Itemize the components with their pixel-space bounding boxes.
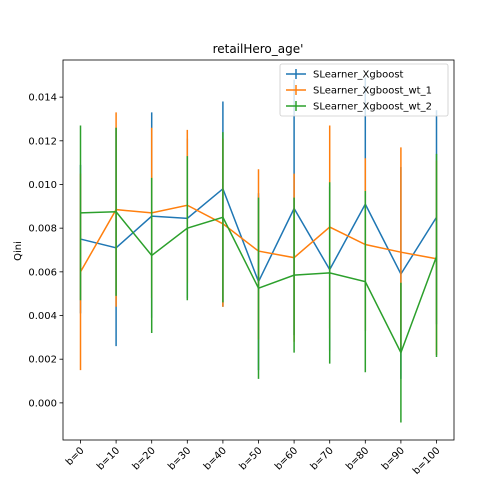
y-tick-label: 0.000 xyxy=(28,398,57,409)
y-tick-label: 0.014 xyxy=(28,93,57,104)
x-tick-label: b=100 xyxy=(411,445,443,477)
y-tick-label: 0.010 xyxy=(28,180,57,191)
axes: 0.000 0.002 0.004 0.006 0.008 0.010 0.012 0.014… xyxy=(28,60,454,477)
y-tick-label: 0.012 xyxy=(28,136,57,147)
x-tick-label: b=0 xyxy=(64,445,87,468)
x-tick-label: b=20 xyxy=(131,445,158,472)
x-tick-label: b=60 xyxy=(273,445,300,472)
y-tick-label: 0.004 xyxy=(28,311,57,322)
legend-label: SLearner_Xgboost_wt_2 xyxy=(313,102,432,113)
chart-title: retailHero_age' xyxy=(213,42,304,56)
x-tick-label: b=50 xyxy=(237,445,264,472)
y-tick-label: 0.008 xyxy=(28,224,57,235)
legend: SLearner_Xgboost SLearner_Xgboost_wt_1 SLe… xyxy=(280,64,448,116)
legend-label: SLearner_Xgboost_wt_1 xyxy=(313,86,432,97)
x-tick-label: b=30 xyxy=(166,445,193,472)
x-tick-label: b=40 xyxy=(202,445,229,472)
x-tick-label: b=70 xyxy=(309,445,336,472)
x-tick-label: b=80 xyxy=(344,445,371,472)
x-tick-label: b=90 xyxy=(380,445,407,472)
y-tick-label: 0.002 xyxy=(28,355,57,366)
legend-label: SLearner_Xgboost xyxy=(313,70,404,81)
plot-area xyxy=(80,77,436,422)
y-axis-label: Qini xyxy=(13,241,24,261)
x-tick-label: b=10 xyxy=(95,445,122,472)
y-tick-label: 0.006 xyxy=(28,267,57,278)
